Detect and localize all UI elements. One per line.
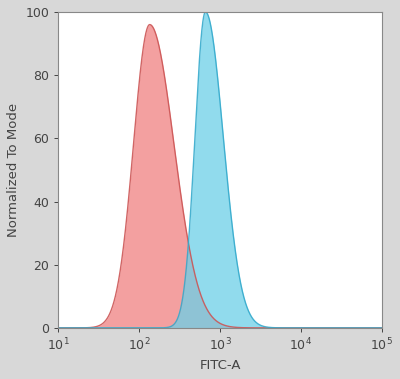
X-axis label: FITC-A: FITC-A (199, 359, 241, 372)
Y-axis label: Normalized To Mode: Normalized To Mode (7, 103, 20, 237)
